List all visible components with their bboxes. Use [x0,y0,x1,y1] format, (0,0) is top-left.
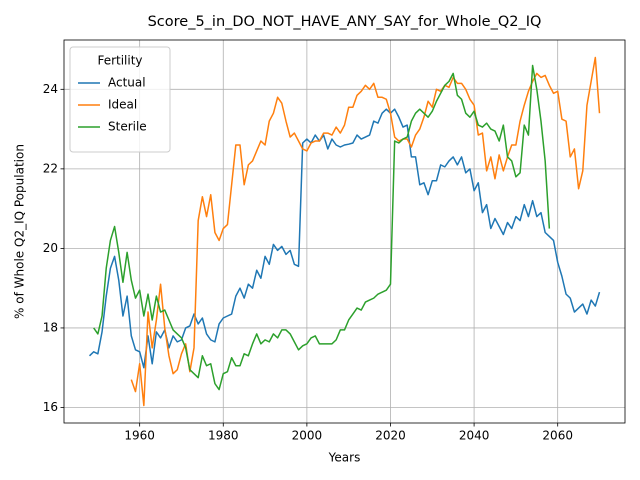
x-tick-label: 2060 [542,429,573,443]
y-axis-label: % of Whole Q2_IQ Population [13,144,27,319]
x-tick-label: 2040 [459,429,490,443]
legend-box [69,46,171,153]
legend: Fertility Actual Ideal Sterile [69,46,171,153]
y-tick-label: 22 [43,161,58,175]
series-line [130,56,601,407]
y-tick-label: 16 [43,400,58,414]
legend-label: Actual [108,76,146,90]
x-tick-label: 1980 [208,429,239,443]
x-tick-label: 1960 [124,429,155,443]
x-tick-label: 2020 [375,429,406,443]
series-line [88,108,601,369]
x-tick-label: 2000 [292,429,323,443]
series-line [93,64,551,391]
legend-title: Fertility [97,54,142,68]
x-axis-label: Years [328,451,361,465]
legend-label: Sterile [108,120,147,134]
legend-label: Ideal [108,98,137,112]
chart-title: Score_5_in_DO_NOT_HAVE_ANY_SAY_for_Whole… [148,14,542,30]
y-tick-label: 20 [43,241,58,255]
y-tick-label: 24 [43,82,58,96]
plot-frame [63,39,626,424]
y-tick-label: 18 [43,320,58,334]
